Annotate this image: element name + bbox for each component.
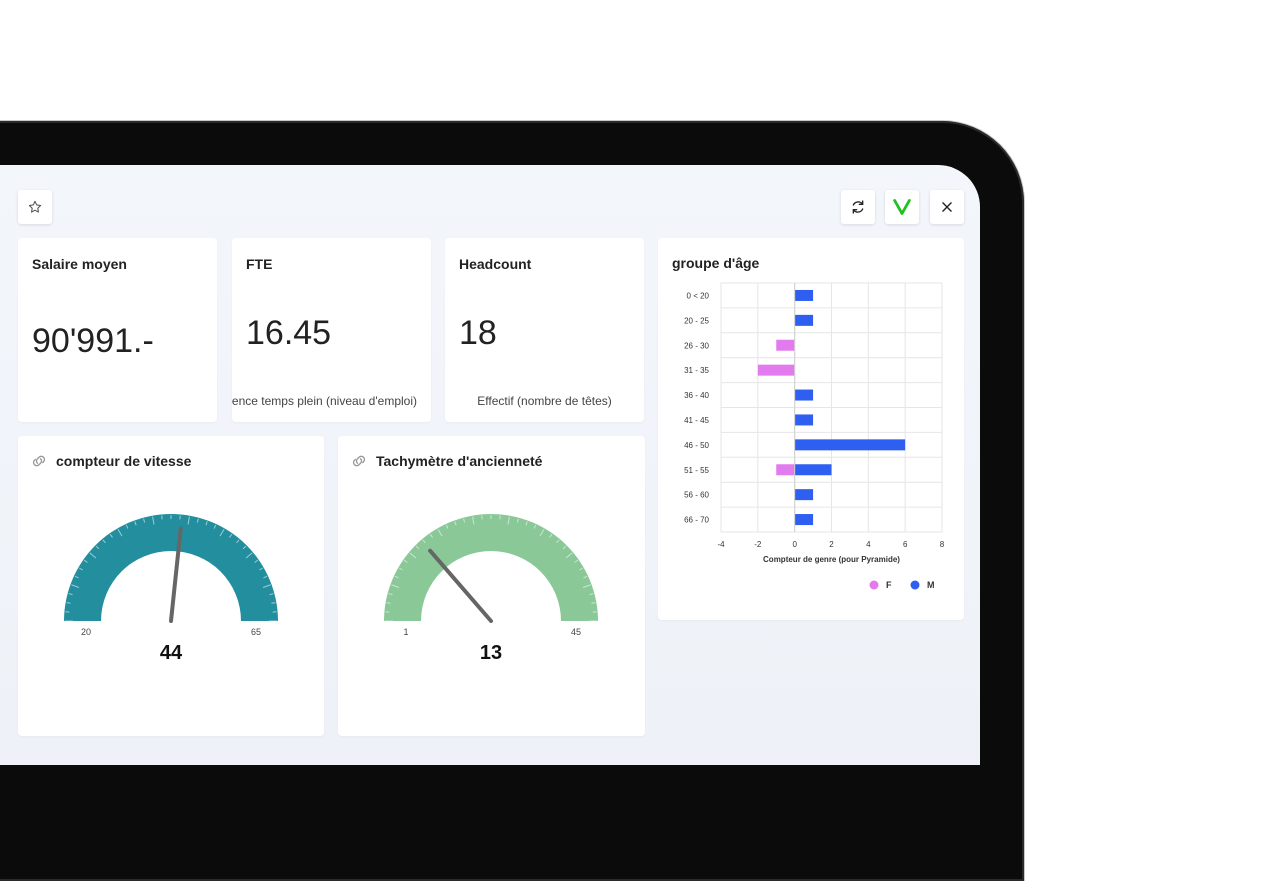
gauge-card-age[interactable]: compteur de vitesse 20 65 44 bbox=[18, 436, 324, 736]
kpi-title: Headcount bbox=[459, 256, 531, 272]
kpi-value: 16.45 bbox=[246, 314, 331, 353]
favorite-button[interactable] bbox=[18, 190, 52, 224]
gauge-title: Tachymètre d'ancienneté bbox=[376, 453, 542, 469]
refresh-button[interactable] bbox=[841, 190, 875, 224]
star-icon bbox=[27, 199, 43, 215]
gauge-tick bbox=[591, 603, 595, 604]
gauge-min-label: 1 bbox=[403, 627, 408, 637]
brand-button[interactable] bbox=[885, 190, 919, 224]
bar-F[interactable] bbox=[776, 340, 794, 351]
y-tick-label: 46 - 50 bbox=[684, 441, 709, 450]
gauge-tick bbox=[387, 603, 391, 604]
bar-M[interactable] bbox=[795, 439, 906, 450]
bar-M[interactable] bbox=[795, 290, 813, 301]
kpi-subtitle: Effectif (nombre de têtes) bbox=[455, 394, 634, 408]
x-tick-label: 6 bbox=[903, 540, 908, 549]
x-tick-label: 4 bbox=[866, 540, 871, 549]
gauge-arc bbox=[384, 514, 598, 621]
gauge-min-label: 20 bbox=[81, 627, 91, 637]
kpi-value: 18 bbox=[459, 314, 497, 353]
age-pyramid-chart: -4 -2 0 2 4 6 8 0 < 20 20 - 25 26 - 30 31 - 35 36 -… bbox=[658, 238, 964, 620]
y-tick-label: 31 - 35 bbox=[684, 366, 709, 375]
y-tick-label: 41 - 45 bbox=[684, 416, 709, 425]
close-button[interactable] bbox=[930, 190, 964, 224]
y-tick-label: 36 - 40 bbox=[684, 391, 709, 400]
gauge-card-seniority[interactable]: Tachymètre d'ancienneté 1 45 13 bbox=[338, 436, 645, 736]
y-tick-label: 26 - 30 bbox=[684, 341, 709, 350]
gauge-max-label: 45 bbox=[571, 627, 581, 637]
bar-M[interactable] bbox=[795, 489, 813, 500]
bar-F[interactable] bbox=[758, 365, 795, 376]
kpi-subtitle: Équivalence temps plein (niveau d'emploi… bbox=[232, 394, 417, 408]
bar-M[interactable] bbox=[795, 414, 813, 425]
legend-marker bbox=[911, 581, 920, 590]
v-logo-icon bbox=[892, 198, 912, 216]
x-tick-label: 2 bbox=[829, 540, 834, 549]
bar-M[interactable] bbox=[795, 390, 813, 401]
speed-gauge: 20 65 44 bbox=[18, 481, 324, 711]
y-tick-label: 56 - 60 bbox=[684, 491, 709, 500]
gauge-title: compteur de vitesse bbox=[56, 453, 191, 469]
x-axis-label: Compteur de genre (pour Pyramide) bbox=[763, 555, 900, 564]
kpi-title: Salaire moyen bbox=[32, 256, 127, 272]
seniority-gauge: 1 45 13 bbox=[338, 481, 645, 711]
x-tick-label: 8 bbox=[940, 540, 945, 549]
y-tick-label: 66 - 70 bbox=[684, 516, 709, 525]
chart-grid bbox=[721, 283, 942, 532]
legend-label: F bbox=[886, 580, 892, 590]
close-icon bbox=[940, 200, 954, 214]
legend-marker bbox=[870, 581, 879, 590]
y-tick-label: 0 < 20 bbox=[687, 291, 710, 300]
refresh-icon bbox=[850, 199, 866, 215]
gauge-tick bbox=[67, 603, 71, 604]
kpi-value: 90'991.- bbox=[32, 322, 154, 361]
x-tick-label: 0 bbox=[792, 540, 797, 549]
x-tick-label: -2 bbox=[754, 540, 762, 549]
bar-F[interactable] bbox=[776, 464, 794, 475]
gauge-max-label: 65 bbox=[251, 627, 261, 637]
x-tick-label: -4 bbox=[717, 540, 725, 549]
y-tick-label: 51 - 55 bbox=[684, 466, 709, 475]
y-tick-label: 20 - 25 bbox=[684, 316, 709, 325]
kpi-title: FTE bbox=[246, 256, 272, 272]
legend-label: M bbox=[927, 580, 935, 590]
kpi-card-headcount[interactable]: Headcount 18 Effectif (nombre de têtes) bbox=[445, 238, 644, 422]
bar-M[interactable] bbox=[795, 315, 813, 326]
gauge-tick bbox=[271, 603, 275, 604]
link-icon[interactable] bbox=[30, 454, 48, 468]
gauge-value: 13 bbox=[480, 642, 502, 664]
bar-M[interactable] bbox=[795, 464, 832, 475]
kpi-card-fte[interactable]: FTE 16.45 Équivalence temps plein (nivea… bbox=[232, 238, 431, 422]
gauge-value: 44 bbox=[160, 642, 183, 664]
link-icon[interactable] bbox=[350, 454, 368, 468]
kpi-card-salary[interactable]: Salaire moyen 90'991.- bbox=[18, 238, 217, 422]
bar-M[interactable] bbox=[795, 514, 813, 525]
dashboard-screen: Salaire moyen 90'991.- FTE 16.45 Équival… bbox=[0, 165, 980, 765]
gauge-needle bbox=[430, 551, 491, 621]
